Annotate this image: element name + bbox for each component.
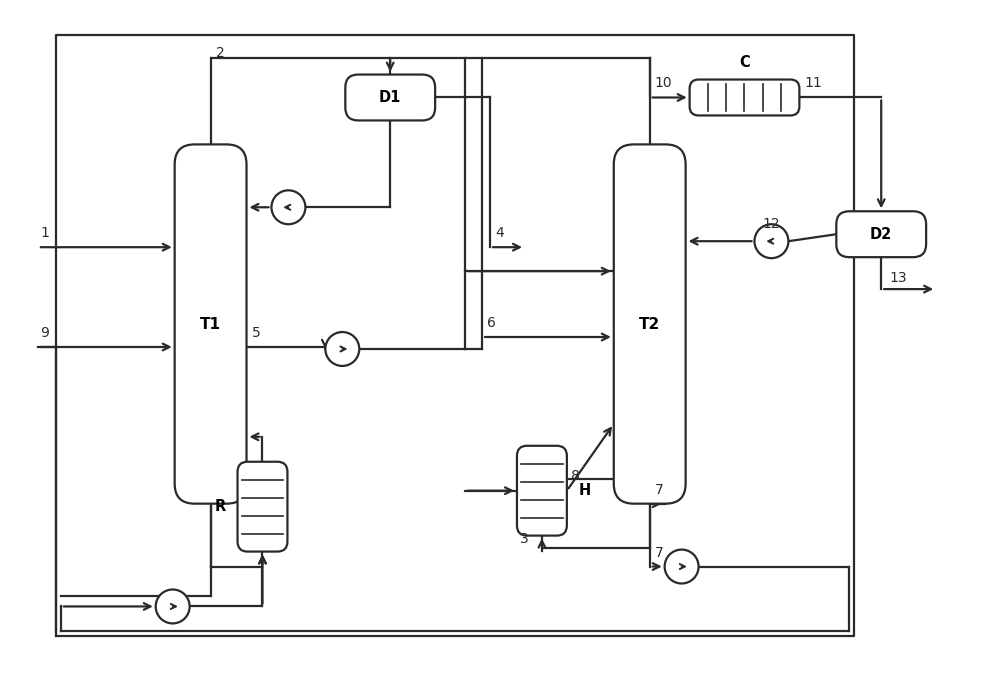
FancyBboxPatch shape bbox=[836, 211, 926, 257]
Text: 3: 3 bbox=[520, 532, 529, 546]
Text: 6: 6 bbox=[487, 316, 496, 330]
Text: 9: 9 bbox=[40, 326, 49, 340]
Text: 8: 8 bbox=[571, 469, 580, 483]
FancyBboxPatch shape bbox=[238, 462, 287, 551]
FancyBboxPatch shape bbox=[175, 145, 247, 504]
Text: 1: 1 bbox=[40, 226, 49, 240]
Circle shape bbox=[665, 549, 699, 583]
FancyBboxPatch shape bbox=[517, 446, 567, 536]
Circle shape bbox=[271, 190, 305, 224]
Circle shape bbox=[754, 224, 788, 258]
Text: H: H bbox=[579, 483, 591, 498]
FancyBboxPatch shape bbox=[614, 145, 686, 504]
FancyBboxPatch shape bbox=[345, 75, 435, 120]
Text: C: C bbox=[739, 54, 750, 69]
Text: 5: 5 bbox=[252, 326, 260, 340]
Text: 13: 13 bbox=[889, 271, 907, 285]
Text: D2: D2 bbox=[870, 227, 892, 242]
Text: T2: T2 bbox=[639, 316, 660, 331]
Circle shape bbox=[325, 332, 359, 366]
Circle shape bbox=[156, 589, 190, 623]
FancyBboxPatch shape bbox=[690, 79, 799, 115]
Text: 4: 4 bbox=[495, 226, 504, 240]
Text: D1: D1 bbox=[379, 90, 401, 105]
Text: 7: 7 bbox=[655, 483, 663, 496]
Text: T1: T1 bbox=[200, 316, 221, 331]
Text: R: R bbox=[214, 499, 226, 514]
Text: 11: 11 bbox=[804, 75, 822, 90]
Text: 2: 2 bbox=[216, 45, 224, 60]
Text: 12: 12 bbox=[763, 217, 780, 232]
Text: 7: 7 bbox=[655, 545, 663, 559]
Text: 10: 10 bbox=[655, 75, 672, 90]
